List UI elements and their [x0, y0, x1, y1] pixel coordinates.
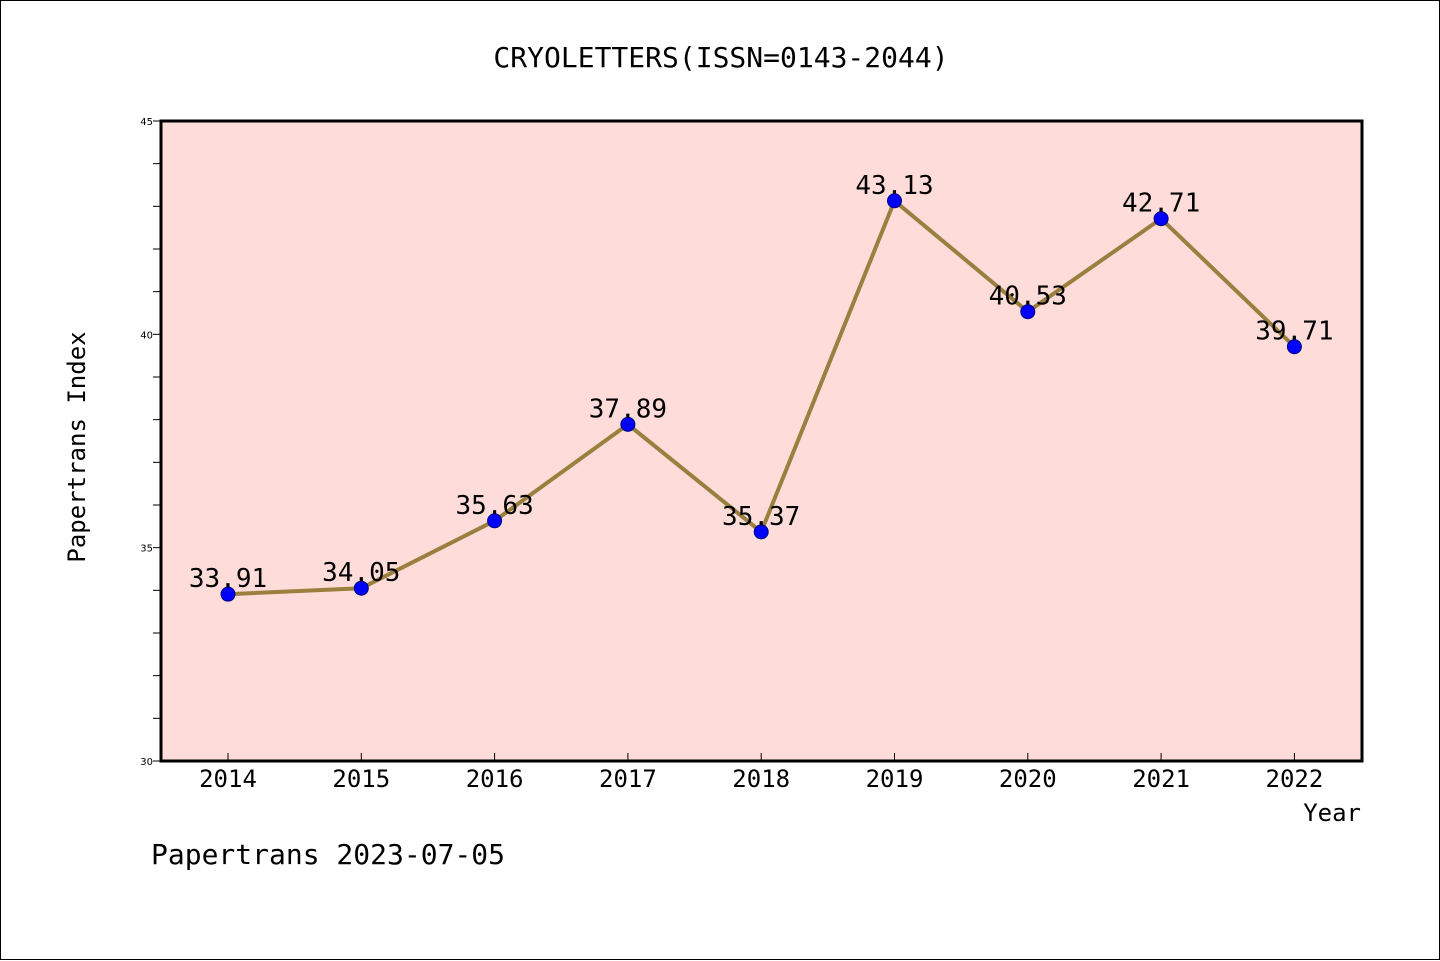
- chart-title: CRYOLETTERS(ISSN=0143-2044): [493, 41, 948, 74]
- x-tick-label: 2021: [1132, 765, 1190, 793]
- data-point-marker: [353, 580, 369, 596]
- footer-date: Papertrans 2023-07-05: [151, 838, 505, 871]
- data-point-marker: [620, 416, 636, 432]
- y-tick-label: 30: [140, 757, 153, 768]
- x-tick-label: 2015: [332, 765, 390, 793]
- data-point-marker: [1286, 339, 1302, 355]
- x-axis: 2014 2015 2016 2017 2018 2019 2020 2021 2022: [199, 753, 1323, 793]
- y-tick-label: 45: [140, 117, 153, 128]
- x-tick-label: 2017: [599, 765, 657, 793]
- data-label: 35.63: [455, 491, 533, 521]
- y-tick-label: 35: [140, 544, 153, 555]
- data-label: 40.53: [989, 282, 1067, 312]
- y-axis: 30 35 40 45: [140, 117, 161, 768]
- x-tick-label: 2022: [1266, 765, 1324, 793]
- data-point-marker: [487, 513, 503, 529]
- y-tick-label: 40: [140, 330, 153, 341]
- x-tick-label: 2014: [199, 765, 257, 793]
- plot-area: [159, 119, 1364, 763]
- data-label: 42.71: [1122, 189, 1200, 219]
- data-label: 39.71: [1255, 317, 1333, 347]
- x-tick-label: 2019: [866, 765, 924, 793]
- data-point-marker: [1020, 304, 1036, 320]
- data-point-marker: [1153, 211, 1169, 227]
- data-markers: [220, 193, 1302, 602]
- y-axis-label: Papertrans Index: [63, 331, 91, 562]
- data-point-marker: [887, 193, 902, 209]
- data-label: 34.05: [322, 558, 400, 588]
- data-label: 35.37: [722, 502, 800, 532]
- x-tick-label: 2016: [466, 765, 524, 793]
- x-tick-label: 2020: [999, 765, 1057, 793]
- data-label: 43.13: [855, 171, 933, 201]
- data-point-marker: [220, 586, 236, 602]
- x-tick-label: 2018: [732, 765, 790, 793]
- data-label: 37.89: [589, 394, 667, 424]
- data-point-marker: [753, 524, 769, 540]
- x-axis-label: Year: [1303, 799, 1361, 827]
- data-label: 33.91: [189, 564, 267, 594]
- data-labels: 33.91 34.05 35.63 37.89 35.37 43.13 40.53 42.71…: [189, 171, 1334, 594]
